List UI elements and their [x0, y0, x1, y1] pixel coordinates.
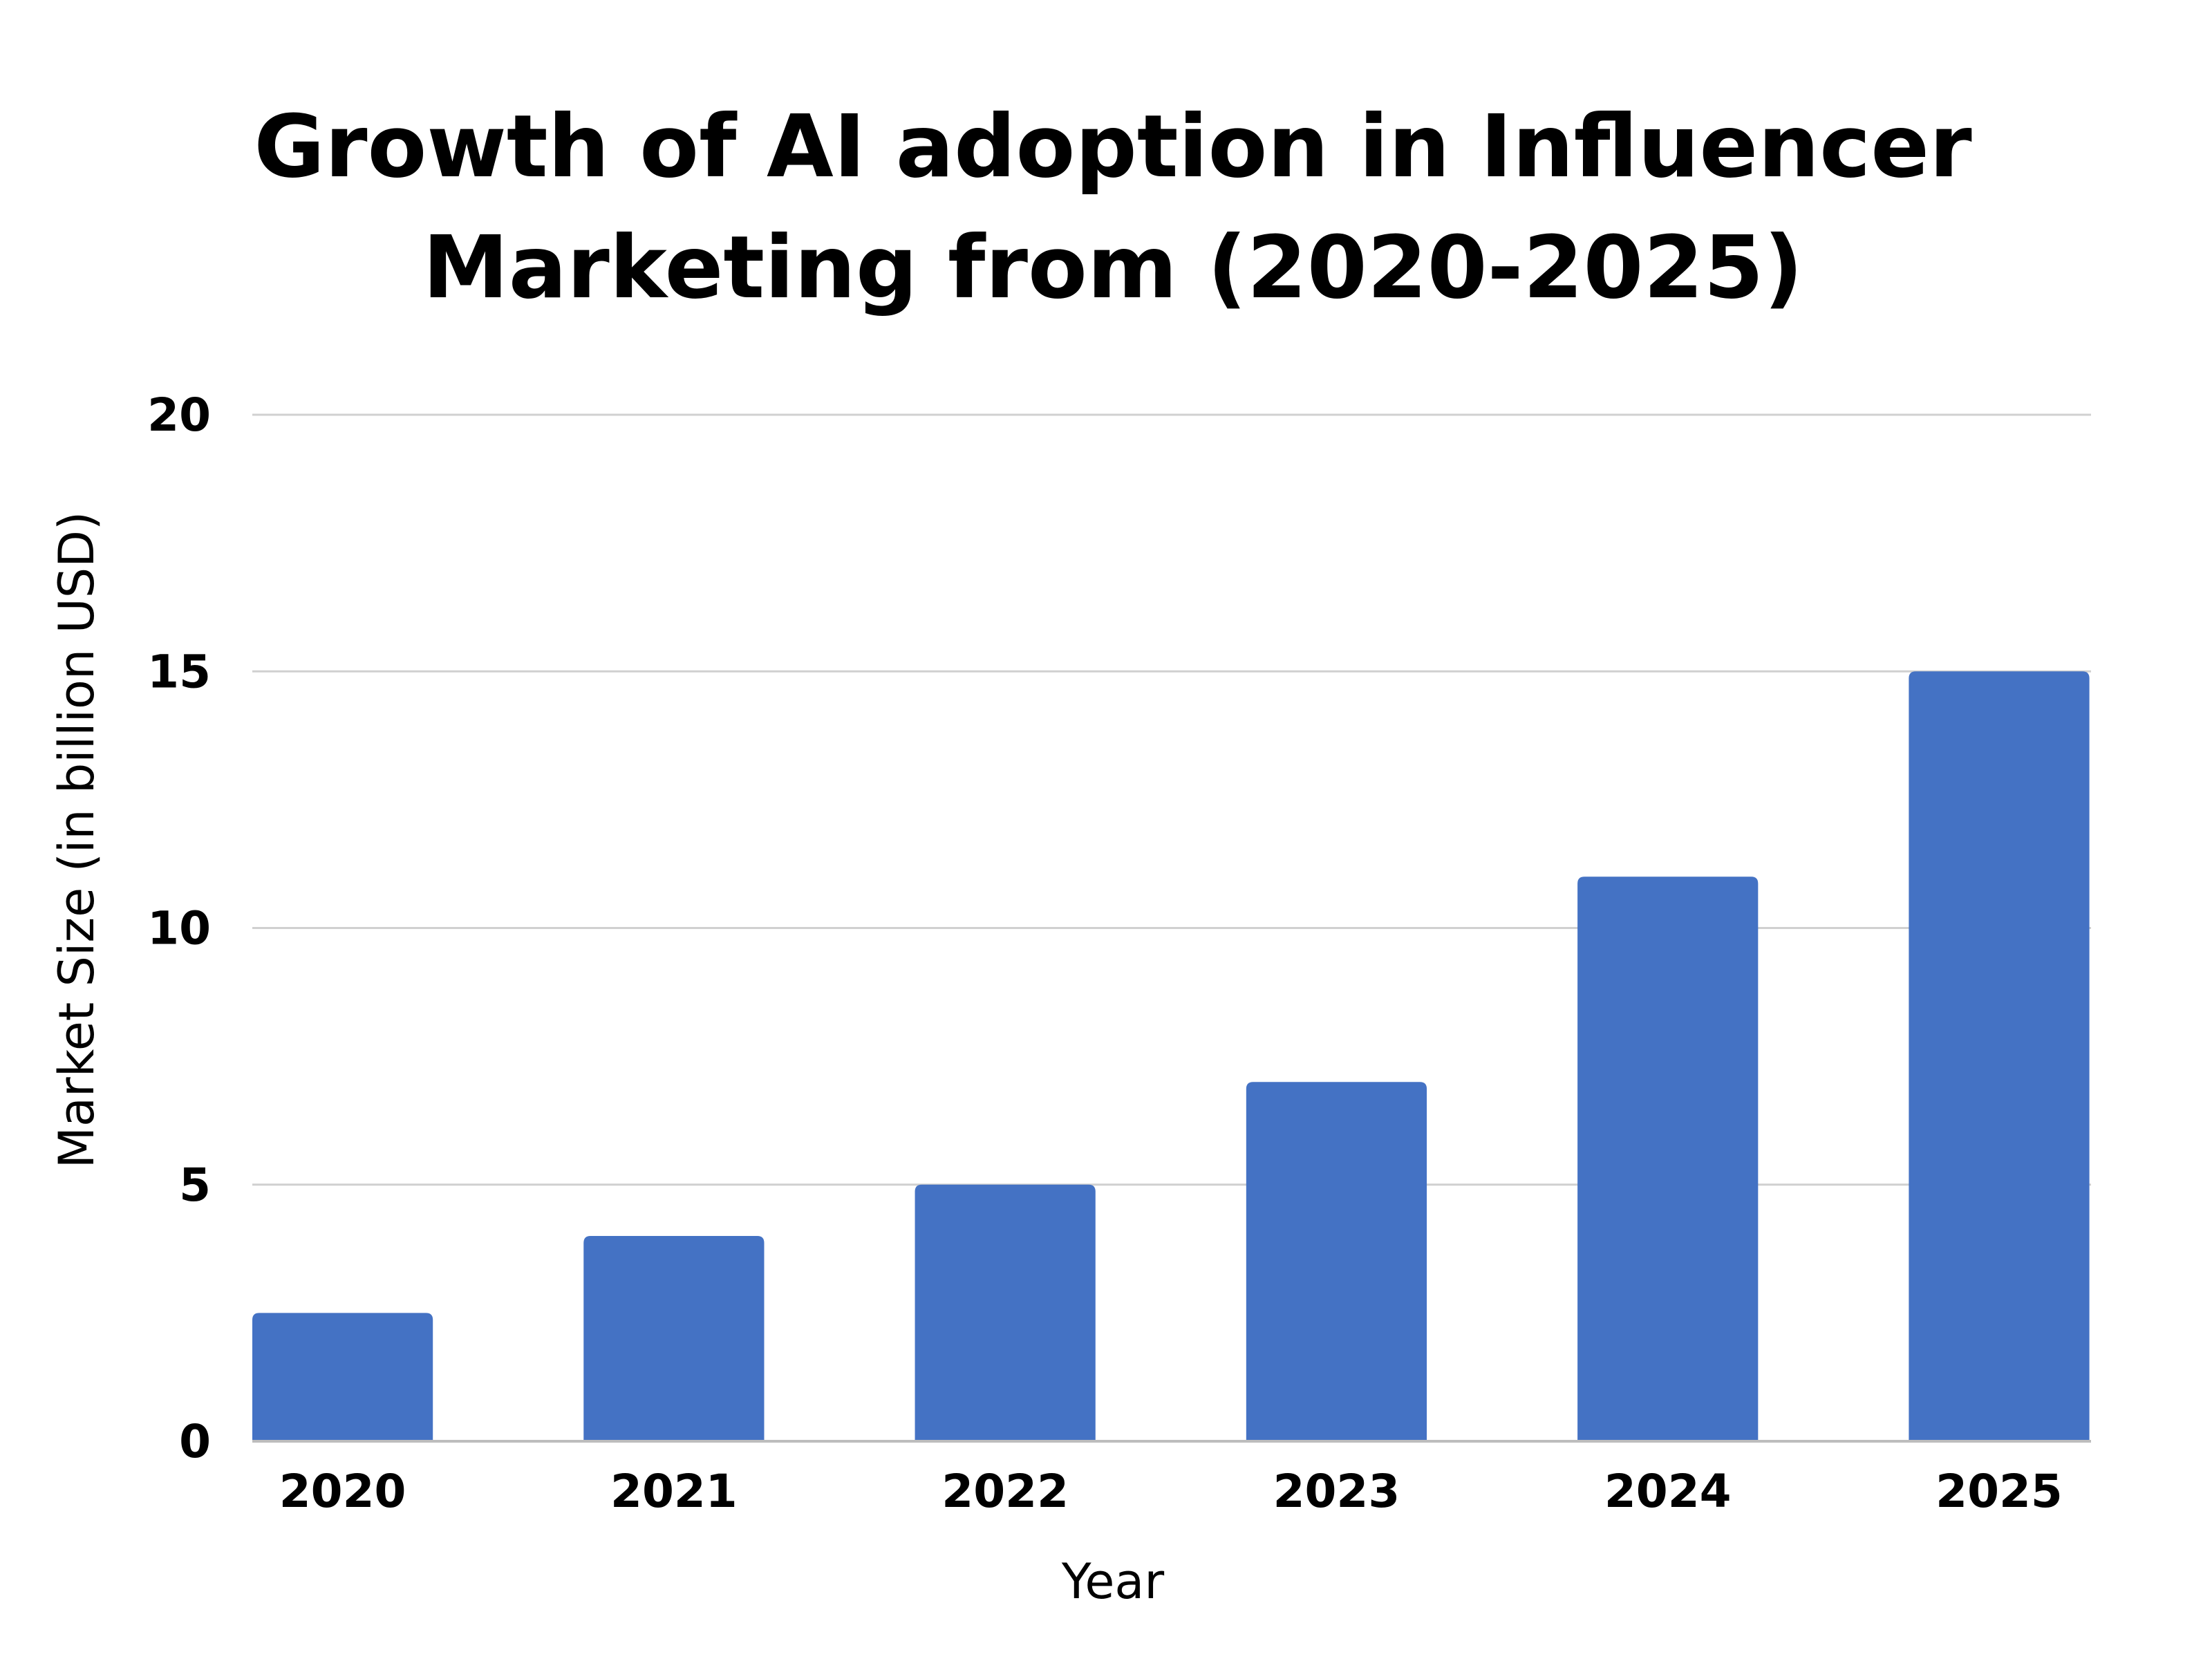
chart-title-line-1: Growth of AI adoption in Influencer — [254, 97, 1972, 197]
bar-2022 — [915, 1184, 1096, 1441]
y-tick-label: 0 — [179, 1415, 211, 1468]
x-axis-ticks: 2020 2021 2022 2023 2024 2025 — [279, 1465, 2063, 1518]
y-tick-label: 5 — [179, 1159, 211, 1212]
gridlines — [252, 413, 2091, 1186]
y-tick-label: 10 — [147, 902, 211, 955]
y-tick-label: 20 — [147, 388, 211, 442]
x-tick-label: 2023 — [1273, 1465, 1400, 1518]
x-axis-label: Year — [1061, 1553, 1164, 1610]
bars — [252, 671, 2090, 1441]
y-axis-ticks: 0 5 10 15 20 — [147, 388, 211, 1468]
x-tick-label: 2022 — [941, 1465, 1069, 1518]
bar-2020 — [252, 1313, 433, 1441]
bar-2021 — [583, 1236, 765, 1441]
x-tick-label: 2024 — [1604, 1465, 1732, 1518]
x-tick-label: 2021 — [610, 1465, 738, 1518]
x-tick-label: 2025 — [1936, 1465, 2063, 1518]
bar-2023 — [1246, 1082, 1427, 1441]
bar-2025 — [1909, 671, 2090, 1441]
bar-2024 — [1577, 877, 1759, 1441]
chart-title-line-2: Marketing from (2020-2025) — [422, 218, 1803, 318]
y-axis-label: Market Size (in billion USD) — [48, 512, 105, 1169]
y-tick-label: 15 — [147, 645, 211, 698]
x-tick-label: 2020 — [279, 1465, 406, 1518]
